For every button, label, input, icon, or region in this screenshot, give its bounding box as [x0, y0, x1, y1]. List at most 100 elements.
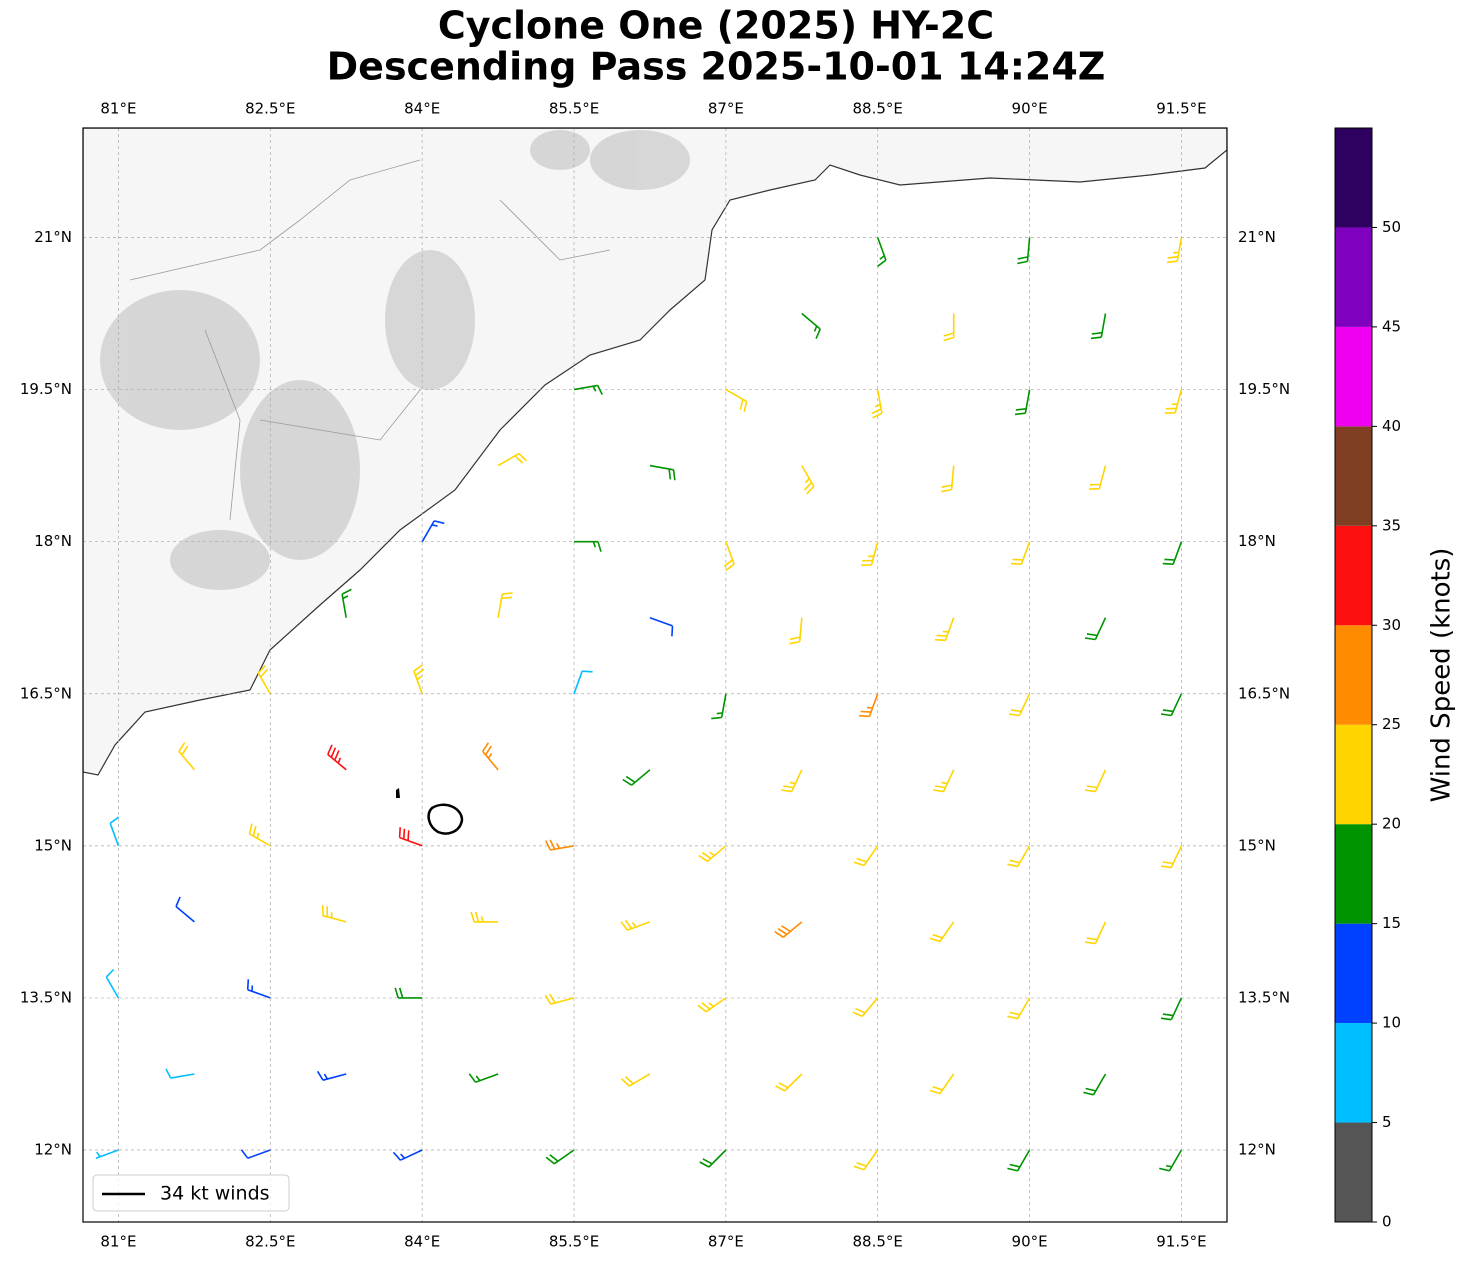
wind-barb [246, 979, 271, 999]
wind-barb [871, 389, 883, 419]
colorbar-tick-label: 5 [1382, 1113, 1392, 1131]
wind-barb [861, 541, 879, 566]
wind-barb [853, 845, 879, 867]
colorbar-tick-label: 40 [1382, 417, 1401, 435]
wind-barb [165, 1068, 195, 1079]
wind-barb [1088, 465, 1107, 490]
wind-barb [413, 664, 425, 695]
colorbar-segment [1335, 724, 1372, 825]
map [83, 128, 1227, 1222]
y-tick-label: 16.5°N [1238, 684, 1290, 702]
wind-barb [781, 769, 803, 793]
x-tick-label: 81°E [100, 1233, 136, 1251]
wind-barb [1166, 237, 1183, 264]
wind-barb [876, 237, 887, 267]
wind-barb [394, 987, 423, 999]
colorbar-tick-label: 25 [1382, 715, 1401, 733]
colorbar-segment [1335, 227, 1372, 327]
wind-barb [1017, 237, 1031, 265]
y-tick-label: 16.5°N [20, 684, 72, 702]
wind-barb [1083, 1073, 1107, 1096]
wind-barb [1010, 541, 1031, 565]
wind-barb [321, 905, 347, 923]
wind-barb [573, 670, 593, 695]
wind-barb [1007, 845, 1031, 868]
x-tick-label: 91.5°E [1156, 100, 1206, 118]
wind-barb [699, 1149, 727, 1168]
wind-barb [1159, 1149, 1183, 1172]
wind-barb [801, 312, 821, 339]
x-tick-label: 90°E [1012, 1233, 1048, 1251]
colorbar-tick-label: 30 [1382, 616, 1401, 634]
colorbar-tick-label: 35 [1382, 516, 1401, 534]
wind-barb [774, 921, 803, 938]
wind-barb [1084, 617, 1107, 641]
wind-barb [933, 769, 955, 793]
x-tick-label: 91.5°E [1156, 1233, 1206, 1251]
legend-box [92, 1174, 290, 1212]
colorbar-tick-label: 10 [1382, 1014, 1401, 1032]
wind-barb [392, 1149, 423, 1161]
wind-barb [257, 664, 271, 695]
border [129, 159, 611, 521]
wind-barb [622, 769, 651, 786]
wind-barb [934, 617, 955, 642]
wind-barb [789, 617, 803, 645]
x-tick-label: 87°E [708, 1233, 744, 1251]
y-tick-label: 18°N [34, 532, 72, 550]
wind-barb [544, 993, 575, 1005]
wind-barb [482, 742, 499, 771]
colorbar-segment [1335, 128, 1372, 228]
x-tick-label: 84°E [404, 100, 440, 118]
x-tick-label: 88.5°E [853, 100, 903, 118]
wind-barb [1084, 921, 1107, 945]
colorbar-segment [1335, 525, 1372, 626]
colorbar-tick-label: 0 [1382, 1213, 1392, 1231]
wind-barb [1160, 997, 1183, 1021]
x-tick-label: 85.5°E [549, 100, 599, 118]
y-tick-label: 21°N [34, 228, 72, 246]
contour-34kt [427, 803, 464, 835]
wind-barb [105, 968, 120, 999]
colorbar-segment [1335, 1122, 1372, 1222]
x-tick-label: 87°E [708, 100, 744, 118]
colorbar-segment [1335, 923, 1372, 1024]
wind-barb [497, 452, 528, 467]
colorbar-frame [1334, 127, 1373, 1223]
wind-barb [398, 827, 423, 847]
wind-barb [929, 921, 955, 943]
y-tick-label: 21°N [1238, 228, 1276, 246]
wind-barb [327, 744, 347, 771]
wind-barb [725, 388, 748, 412]
wind-barb [1014, 389, 1031, 416]
colorbar-label: Wind Speed (knots) [1427, 548, 1457, 803]
wind-barb [1007, 997, 1031, 1020]
wind-barb [470, 911, 499, 923]
wind-barb [775, 1073, 803, 1092]
colorbar-segment [1335, 625, 1372, 725]
wind-barb [649, 616, 674, 637]
wind-barb [1160, 693, 1183, 717]
wind-barb [943, 313, 955, 342]
wind-barb [178, 742, 196, 771]
wind-barb [240, 1149, 271, 1159]
colorbar-tick-label: 15 [1382, 914, 1401, 932]
wind-barb [248, 823, 271, 847]
wind-barb [859, 693, 879, 718]
y-tick-label: 18°N [1238, 532, 1276, 550]
wind-barb [853, 1149, 879, 1171]
grid [83, 128, 1227, 1222]
y-tick-label: 13.5°N [1238, 988, 1290, 1006]
x-tick-label: 88.5°E [853, 1233, 903, 1251]
wind-barb [621, 1073, 651, 1087]
wind-barb [341, 588, 352, 618]
wind-barb [574, 540, 602, 552]
y-tick-label: 12°N [34, 1141, 72, 1159]
colorbar-tick-label: 45 [1382, 317, 1401, 335]
x-tick-label: 84°E [404, 1233, 440, 1251]
wind-barb [544, 839, 575, 851]
colorbar-tick-label: 50 [1382, 218, 1401, 236]
wind-barb [175, 896, 195, 923]
x-tick-label: 82.5°E [245, 100, 295, 118]
wind-barb [545, 1149, 575, 1165]
